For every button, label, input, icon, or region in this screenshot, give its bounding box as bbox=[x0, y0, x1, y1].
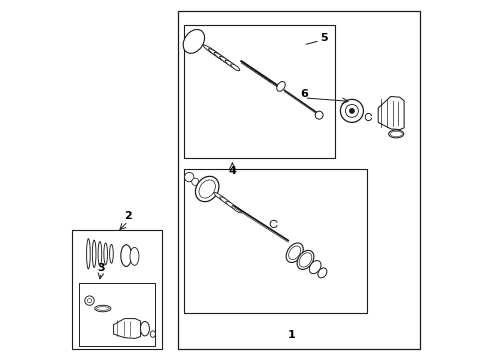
Ellipse shape bbox=[121, 245, 132, 266]
Bar bbox=[184, 25, 335, 158]
Ellipse shape bbox=[95, 305, 111, 312]
Bar bbox=[178, 11, 420, 349]
Ellipse shape bbox=[220, 56, 232, 66]
Ellipse shape bbox=[297, 251, 314, 269]
Polygon shape bbox=[114, 319, 141, 338]
Ellipse shape bbox=[183, 30, 204, 53]
Ellipse shape bbox=[104, 243, 107, 265]
Circle shape bbox=[345, 104, 358, 117]
Ellipse shape bbox=[199, 180, 216, 198]
Ellipse shape bbox=[141, 321, 149, 336]
Ellipse shape bbox=[203, 45, 221, 58]
Bar bbox=[184, 169, 368, 313]
Bar bbox=[79, 283, 155, 346]
Ellipse shape bbox=[225, 60, 236, 68]
Bar bbox=[72, 230, 162, 349]
Ellipse shape bbox=[214, 193, 227, 202]
Ellipse shape bbox=[231, 64, 240, 71]
Ellipse shape bbox=[98, 242, 102, 266]
Circle shape bbox=[87, 298, 92, 303]
Ellipse shape bbox=[286, 243, 303, 262]
Ellipse shape bbox=[209, 49, 224, 60]
Polygon shape bbox=[378, 96, 404, 130]
Text: 2: 2 bbox=[124, 211, 132, 221]
Text: 1: 1 bbox=[288, 330, 295, 340]
Ellipse shape bbox=[196, 176, 219, 202]
Text: 6: 6 bbox=[300, 89, 308, 99]
Ellipse shape bbox=[87, 239, 90, 269]
Ellipse shape bbox=[299, 253, 312, 267]
Ellipse shape bbox=[289, 246, 301, 260]
Ellipse shape bbox=[318, 268, 327, 278]
Ellipse shape bbox=[232, 206, 242, 213]
Ellipse shape bbox=[110, 244, 113, 263]
Ellipse shape bbox=[226, 201, 237, 209]
Circle shape bbox=[315, 111, 323, 119]
Ellipse shape bbox=[92, 240, 96, 267]
Circle shape bbox=[192, 178, 199, 185]
Circle shape bbox=[185, 172, 194, 182]
Ellipse shape bbox=[97, 307, 109, 310]
Text: 4: 4 bbox=[228, 166, 236, 176]
Ellipse shape bbox=[390, 131, 402, 137]
Ellipse shape bbox=[389, 130, 404, 138]
Ellipse shape bbox=[220, 197, 232, 206]
Circle shape bbox=[349, 108, 354, 113]
Ellipse shape bbox=[277, 81, 285, 91]
Ellipse shape bbox=[309, 261, 321, 274]
Text: 3: 3 bbox=[97, 263, 105, 273]
Circle shape bbox=[85, 296, 94, 305]
Text: 5: 5 bbox=[320, 33, 328, 43]
Circle shape bbox=[341, 99, 364, 122]
Ellipse shape bbox=[130, 247, 139, 265]
Ellipse shape bbox=[214, 53, 228, 63]
